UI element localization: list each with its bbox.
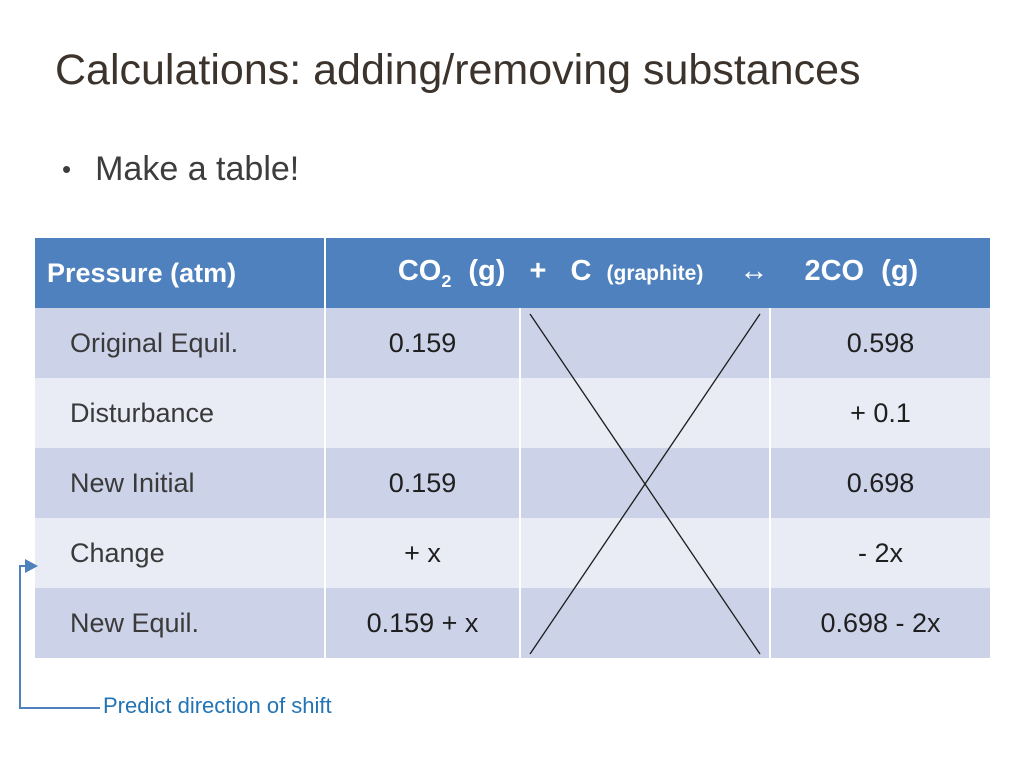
co2-value: + x (324, 518, 520, 588)
predict-shift-label: Predict direction of shift (103, 693, 332, 718)
co2-formula: CO (397, 254, 442, 287)
co-value: 0.598 (768, 308, 991, 378)
page-title: Calculations: adding/removing substances (55, 46, 861, 94)
row-label: Original Equil. (35, 308, 325, 378)
row-label: New Initial (35, 448, 325, 518)
row-label: Disturbance (35, 378, 325, 448)
co2-value: 0.159 (324, 308, 520, 378)
row-label: New Equil. (35, 588, 325, 658)
table-row-change: Change + x - 2x (35, 518, 991, 588)
co-value: + 0.1 (768, 378, 991, 448)
row-label: Change (35, 518, 325, 588)
equilibrium-table: Pressure (atm) CO2 (g) + C (graphite) ↔ … (35, 238, 991, 658)
c-graphite-value (519, 588, 770, 658)
co-value: 0.698 - 2x (768, 588, 991, 658)
header-reaction: CO2 (g) + C (graphite) ↔ 2CO (g) (323, 238, 991, 308)
bullet-text: Make a table! (95, 150, 300, 188)
bullet-item: • Make a table! (62, 150, 299, 189)
ice-table: Pressure (atm) CO2 (g) + C (graphite) ↔ … (35, 238, 991, 658)
table-row-new-initial: New Initial 0.159 0.698 (35, 448, 991, 518)
change-row-arrow-icon (19, 559, 100, 709)
table-row-new-equil: New Equil. 0.159 + x 0.698 - 2x (35, 588, 991, 658)
species-co: 2CO (804, 254, 865, 287)
co-value: 0.698 (768, 448, 991, 518)
c-graphite-value (519, 448, 770, 518)
plus-sign: + (529, 254, 547, 287)
co-value: - 2x (768, 518, 991, 588)
species-carbon: C (570, 254, 592, 287)
table-row-disturbance: Disturbance + 0.1 (35, 378, 991, 448)
co2-value: 0.159 + x (324, 588, 520, 658)
co2-subscript: 2 (441, 270, 452, 291)
table-row-original-equil: Original Equil. 0.159 0.598 (35, 308, 991, 378)
table-header-row: Pressure (atm) CO2 (g) + C (graphite) ↔ … (35, 238, 991, 308)
carbon-state: (graphite) (606, 261, 704, 285)
header-pressure: Pressure (atm) (35, 238, 325, 308)
c-graphite-value (519, 378, 770, 448)
co-state: (g) (881, 254, 919, 287)
c-graphite-value (519, 518, 770, 588)
c-graphite-value (519, 308, 770, 378)
co2-value: 0.159 (324, 448, 520, 518)
co2-state: (g) (468, 254, 506, 287)
equilibrium-arrow: ↔ (739, 254, 769, 287)
co2-value (324, 378, 520, 448)
species-co2: CO2 (398, 255, 452, 292)
bullet-marker: • (62, 154, 72, 184)
